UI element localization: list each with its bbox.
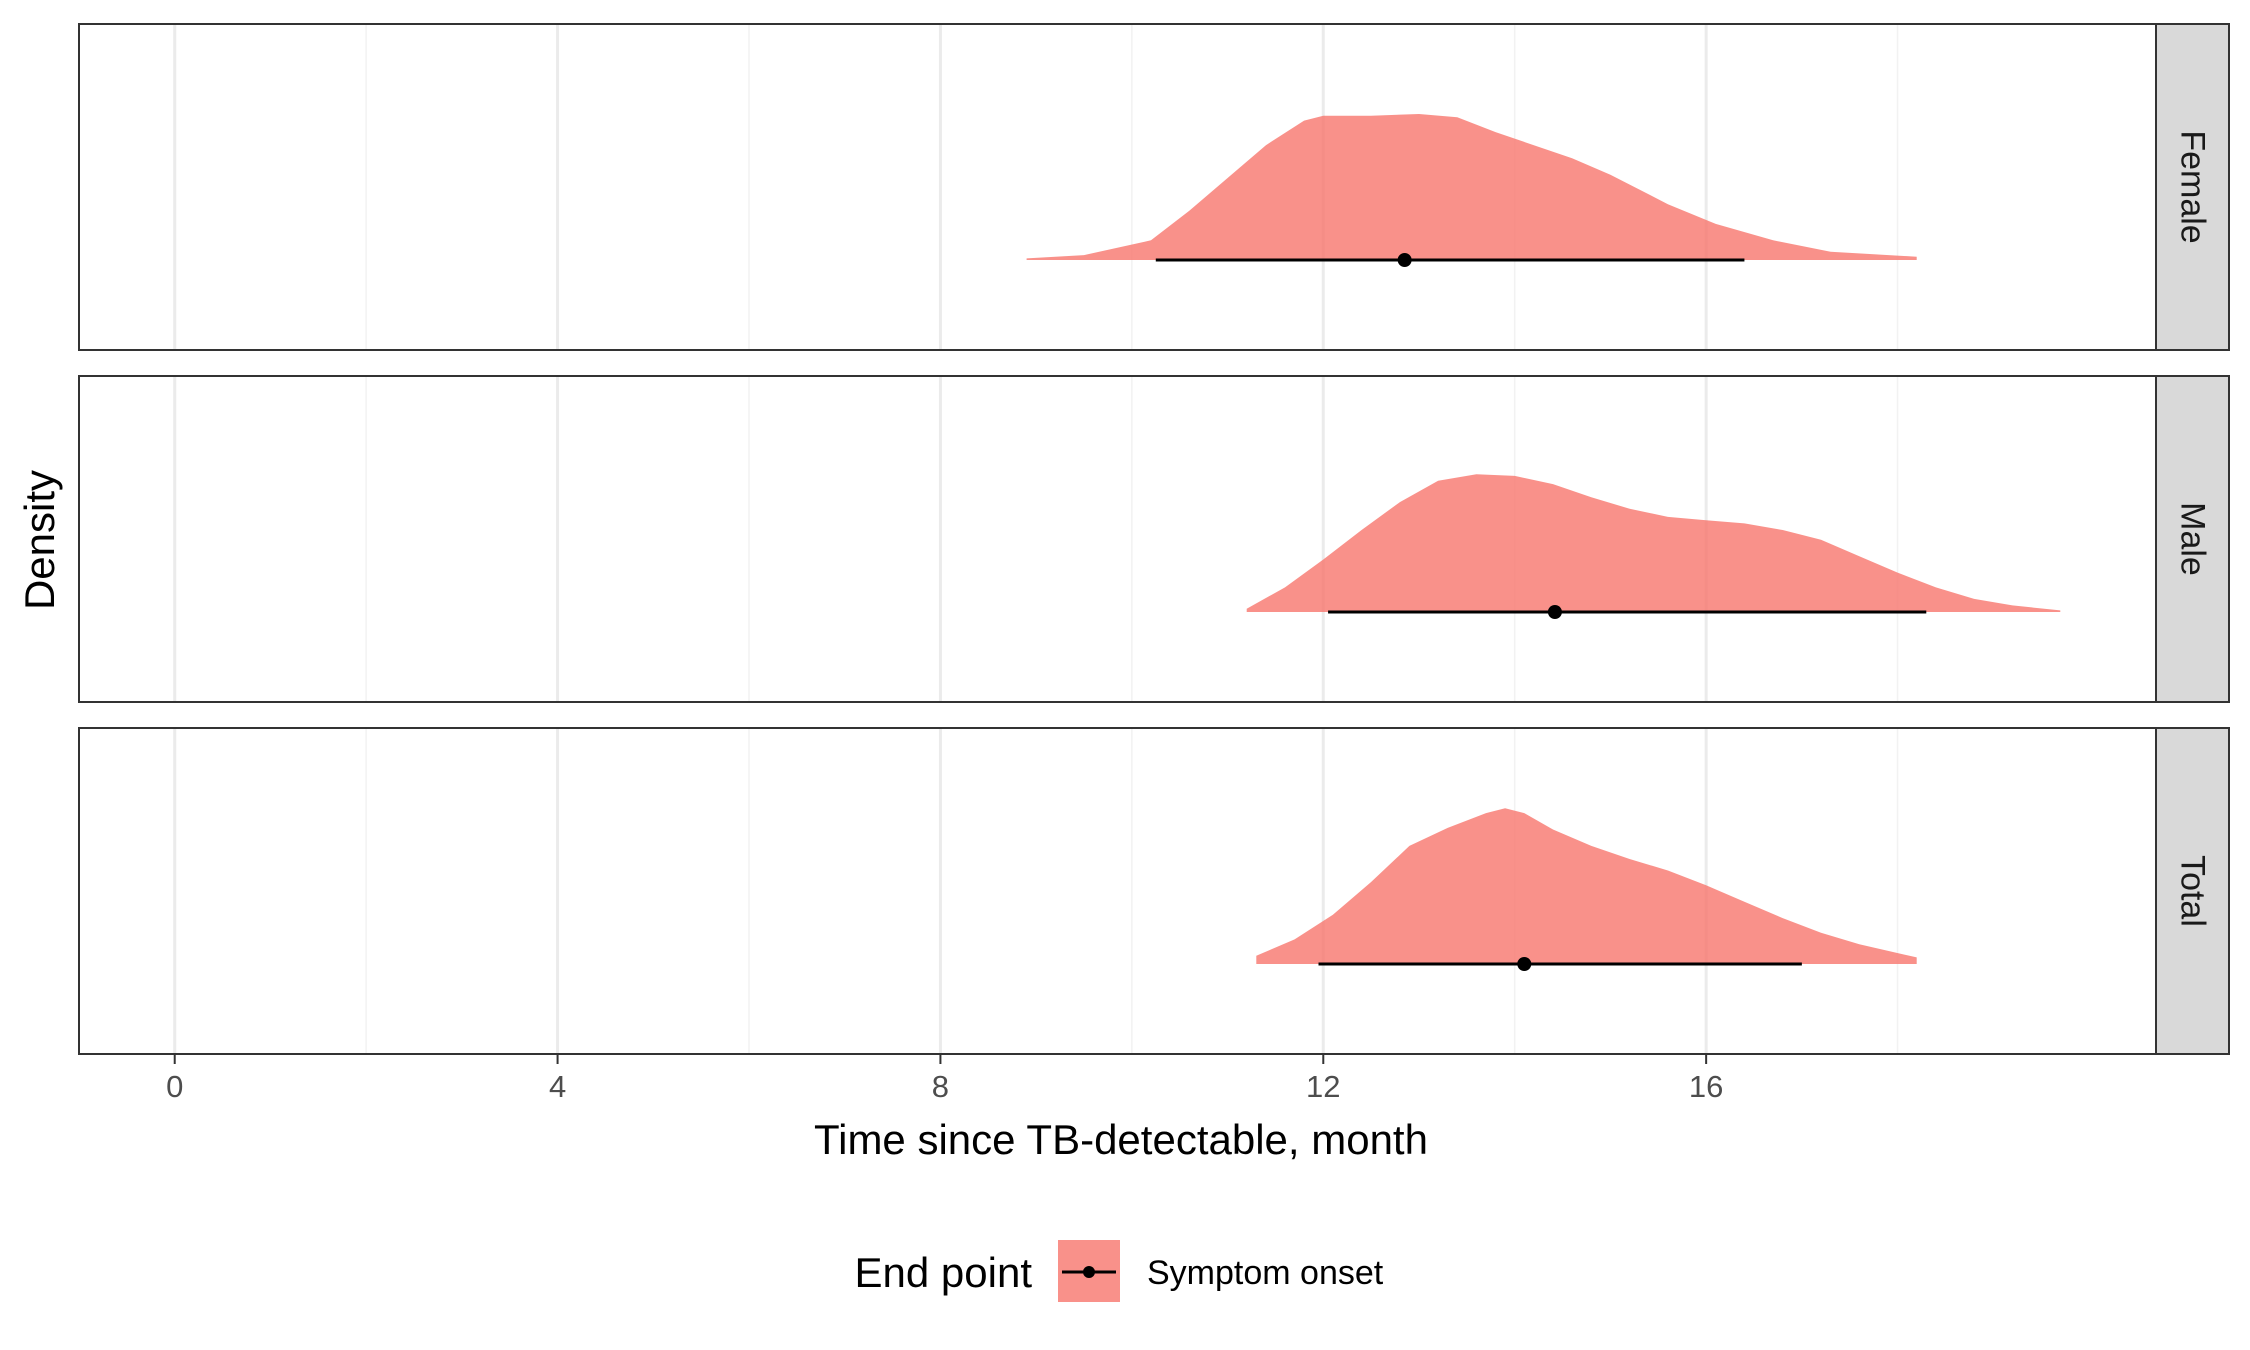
panel-background [79, 376, 2156, 702]
facet-panels: Female Male Total [78, 23, 2230, 1055]
density-area [1026, 114, 1917, 260]
density-area [1256, 808, 1917, 964]
panel-female: Female [78, 23, 2230, 351]
facet-strip-label: Total [2174, 855, 2212, 927]
panel-background [79, 24, 2156, 350]
facet-strip [2155, 375, 2230, 703]
panel-total: Total [78, 727, 2230, 1055]
facet-strip [2155, 23, 2230, 351]
x-axis-title: Time since TB-detectable, month [814, 1116, 1428, 1163]
panel-background [79, 728, 2156, 1054]
panel-male: Male [78, 375, 2230, 703]
facet-strip [2155, 727, 2230, 1055]
legend-title: End point [855, 1249, 1033, 1296]
y-axis-title: Density [16, 470, 63, 610]
x-tick-label: 8 [932, 1069, 949, 1104]
x-tick-label: 4 [549, 1069, 566, 1104]
legend-key-point [1083, 1266, 1095, 1278]
legend: End point Symptom onset [855, 1240, 1384, 1302]
median-point [1517, 957, 1532, 971]
facet-strip-label: Male [2174, 502, 2212, 576]
x-tick-label: 0 [166, 1069, 183, 1104]
density-area [1246, 474, 2061, 612]
x-axis: 0 4 8 12 16 [166, 1054, 1723, 1104]
median-point [1397, 253, 1412, 267]
median-point [1547, 605, 1562, 619]
x-tick-label: 12 [1306, 1069, 1340, 1104]
facet-strip-label: Female [2174, 130, 2212, 243]
x-tick-label: 16 [1689, 1069, 1723, 1104]
legend-entry-label: Symptom onset [1147, 1254, 1384, 1292]
